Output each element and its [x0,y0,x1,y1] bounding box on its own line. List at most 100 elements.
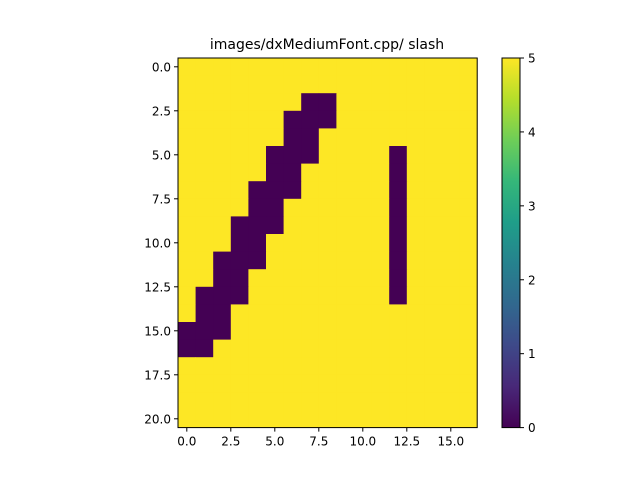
heatmap-cell [248,392,267,411]
heatmap-cell [213,93,232,112]
heatmap-cell [178,410,196,428]
heatmap-cell [178,374,196,393]
heatmap-cell [230,357,249,376]
heatmap-cell [424,339,443,358]
heatmap-cell [442,128,460,147]
heatmap-cell [371,216,390,235]
x-axis: 0.0 2.5 5.0 7.5 10.0 12.5 15.0 [177,427,464,449]
heatmap-cell [318,357,337,376]
heatmap-cell [389,357,408,376]
heatmap-cell [266,304,284,323]
heatmap-cell [195,181,214,200]
heatmap-cell [354,181,372,200]
heatmap-cell [406,110,425,129]
heatmap-cell [389,322,408,340]
heatmap-cell [406,181,425,200]
x-tick-label: 5.0 [265,435,284,449]
heatmap-cell [283,304,302,323]
heatmap-cell [178,339,196,358]
heatmap-cell [336,75,355,94]
heatmap-cell [213,234,232,252]
heatmap-cell [459,163,478,182]
heatmap-cell [336,110,355,129]
heatmap-cell [283,146,302,164]
heatmap-cell [178,304,196,323]
heatmap-cell [266,322,284,340]
heatmap-cell [442,163,460,182]
heatmap-cell [230,110,249,129]
heatmap-cell [389,286,408,305]
heatmap-cell [459,392,478,411]
heatmap-cell [213,357,232,376]
heatmap-cell [283,286,302,305]
heatmap-cell [424,322,443,340]
heatmap-cell [301,410,320,428]
heatmap-cell [195,163,214,182]
heatmap-cell [195,374,214,393]
y-axis: 0.0 2.5 5.0 7.5 10.0 12.5 15.0 17.5 20.0 [144,60,178,426]
heatmap-cell [459,286,478,305]
heatmap-cell [301,234,320,252]
heatmap-cell [230,128,249,147]
heatmap-cell [442,75,460,94]
heatmap-cell [442,181,460,200]
heatmap-cell [354,75,372,94]
heatmap-cell [283,339,302,358]
heatmap-cell [230,339,249,358]
heatmap-cell [459,251,478,270]
heatmap-cell [424,392,443,411]
heatmap-cell [442,198,460,217]
heatmap-cell [354,357,372,376]
heatmap-cell [389,163,408,182]
heatmap-cell [266,269,284,288]
x-tick-label: 12.5 [393,435,420,449]
heatmap-cell [406,304,425,323]
heatmap-cell [389,181,408,200]
heatmap-cell [301,357,320,376]
x-tick-label: 2.5 [221,435,240,449]
heatmap-cell [459,93,478,112]
heatmap-cell [266,339,284,358]
heatmap-cell [248,374,267,393]
heatmap-cell [336,251,355,270]
heatmap-cell [266,392,284,411]
heatmap-cell [283,216,302,235]
heatmap-cell [389,110,408,129]
x-tick-label: 7.5 [309,435,328,449]
heatmap-cell [266,181,284,200]
heatmap-cell [371,234,390,252]
heatmap-cell [424,269,443,288]
heatmap-cell [230,251,249,270]
heatmap-cell [406,410,425,428]
heatmap-cell [230,392,249,411]
heatmap-cell [195,58,214,76]
heatmap-cell [371,392,390,411]
heatmap-cell [354,251,372,270]
heatmap-cell [248,269,267,288]
heatmap-cell [301,269,320,288]
heatmap-cell [283,110,302,129]
heatmap-cell [371,410,390,428]
colorbar-tick-label: 0 [528,421,536,435]
heatmap-cell [424,410,443,428]
colorbar-tick-label: 4 [528,125,536,139]
heatmap-cell [248,286,267,305]
y-tick-label: 7.5 [152,192,171,206]
heatmap-cell [354,269,372,288]
heatmap-cell [301,322,320,340]
heatmap-cell [230,163,249,182]
heatmap-cell [354,216,372,235]
heatmap-cell [283,163,302,182]
heatmap-cell [336,392,355,411]
heatmap-cell [248,339,267,358]
heatmap-cell [371,286,390,305]
heatmap-cell [318,58,337,76]
heatmap-cell [442,251,460,270]
heatmap-cell [178,322,196,340]
heatmap-cell [195,322,214,340]
heatmap-cell [371,110,390,129]
heatmap-cell [283,410,302,428]
heatmap-cell [283,198,302,217]
heatmap-cell [424,234,443,252]
heatmap-cell [283,75,302,94]
